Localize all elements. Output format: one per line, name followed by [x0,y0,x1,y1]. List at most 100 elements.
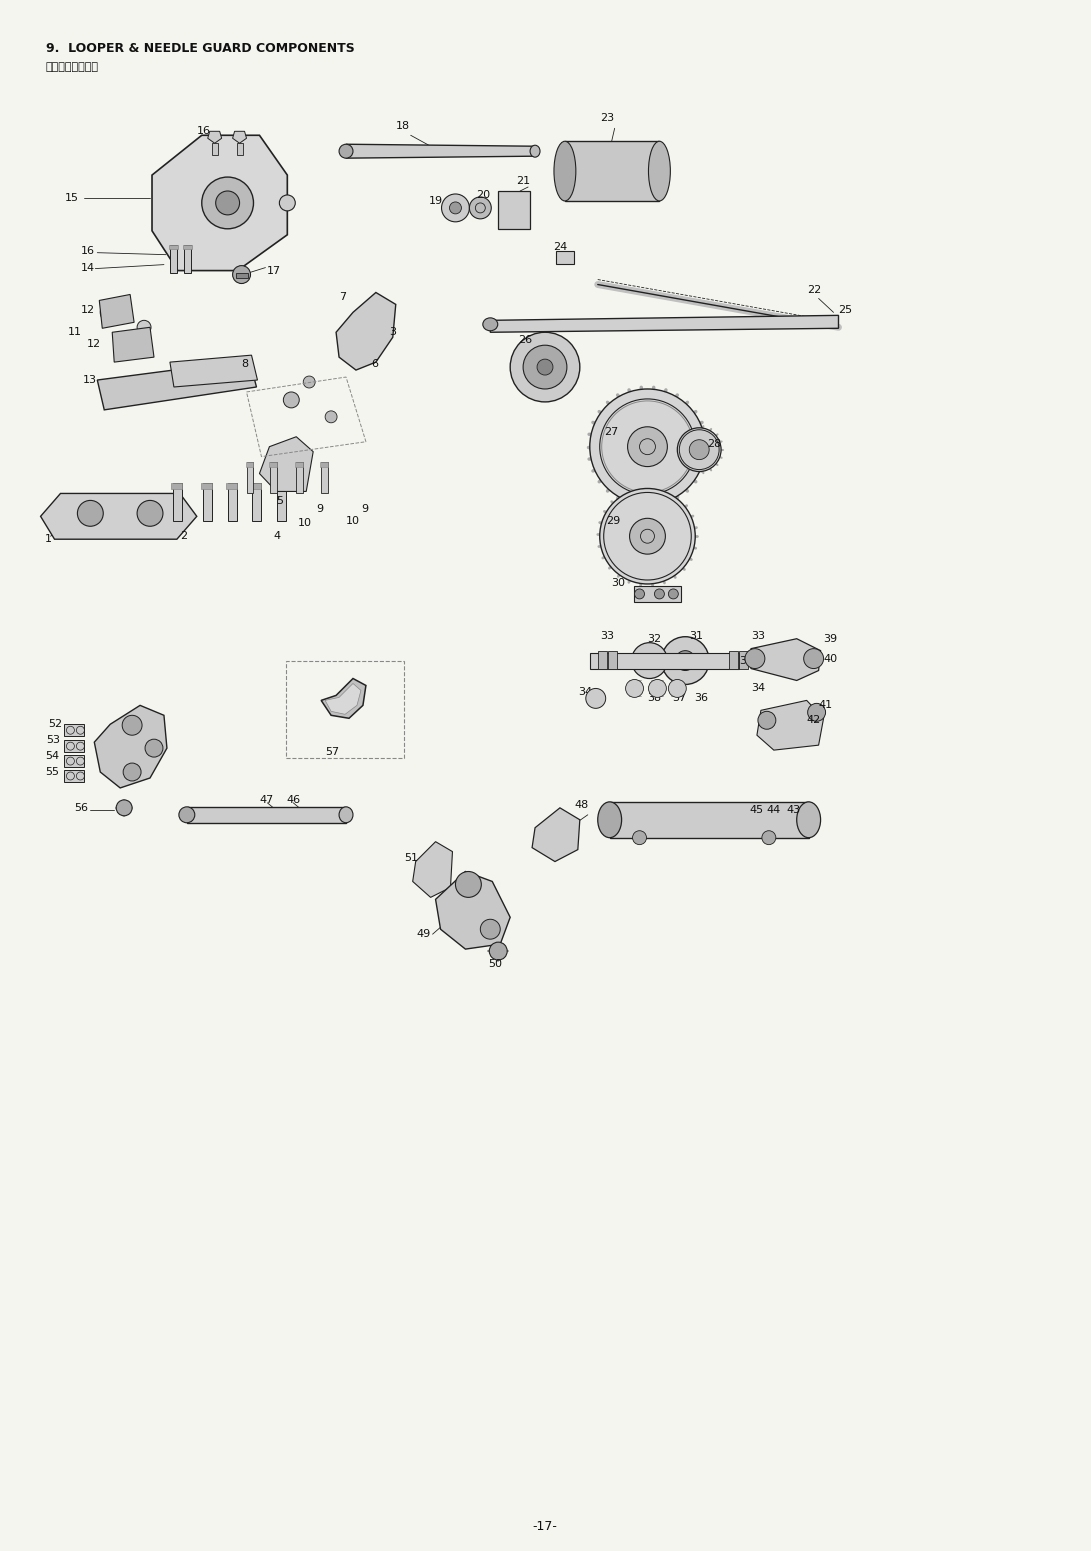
Circle shape [586,689,606,709]
Circle shape [630,518,666,554]
Ellipse shape [339,807,353,822]
Bar [228,484,237,521]
Circle shape [122,715,142,735]
Text: 12: 12 [81,306,95,315]
Text: 9.  LOOPER & NEEDLE GUARD COMPONENTS: 9. LOOPER & NEEDLE GUARD COMPONENTS [46,42,355,54]
Polygon shape [170,355,257,388]
Circle shape [590,389,705,504]
Text: 9: 9 [361,504,368,515]
Bar [64,740,84,752]
Circle shape [669,589,679,599]
Polygon shape [251,484,262,490]
Circle shape [303,375,315,388]
Text: 16: 16 [81,245,95,256]
Ellipse shape [179,807,195,822]
Text: 13: 13 [82,375,96,385]
Circle shape [137,501,163,526]
Text: 3: 3 [388,327,396,337]
Text: 44: 44 [767,805,781,814]
Circle shape [455,872,481,898]
Polygon shape [565,141,659,202]
Polygon shape [207,132,221,143]
Text: 14: 14 [81,262,95,273]
Polygon shape [590,653,739,668]
Bar [64,769,84,782]
Ellipse shape [648,141,670,202]
Text: 11: 11 [68,327,82,337]
Bar [212,143,218,155]
Circle shape [678,428,721,472]
Circle shape [669,679,686,698]
Polygon shape [269,462,277,467]
Text: 55: 55 [46,768,60,777]
Text: 51: 51 [404,853,418,862]
Text: 48: 48 [575,800,589,810]
Circle shape [145,740,163,757]
Circle shape [633,831,647,845]
Text: 28: 28 [707,439,721,448]
Text: 9: 9 [316,504,323,515]
Circle shape [511,332,579,402]
Text: 33: 33 [600,631,614,641]
Text: 19: 19 [429,195,443,206]
Circle shape [600,489,695,585]
Ellipse shape [483,318,497,330]
Bar [172,484,182,521]
Text: 32: 32 [647,634,661,644]
Circle shape [661,637,709,684]
Text: 16: 16 [196,126,211,136]
Circle shape [655,589,664,599]
Text: 1: 1 [45,534,51,544]
Polygon shape [245,462,253,467]
Polygon shape [321,678,365,718]
Bar [236,273,248,278]
Text: 43: 43 [787,805,801,814]
Circle shape [627,427,668,467]
Circle shape [442,194,469,222]
Text: 33: 33 [751,631,765,641]
Text: 54: 54 [46,751,60,762]
Circle shape [232,265,251,284]
Text: 30: 30 [612,579,625,588]
Circle shape [489,941,507,960]
Text: 49: 49 [417,929,431,940]
Text: 15: 15 [64,192,79,203]
Polygon shape [97,360,256,409]
Circle shape [480,920,501,940]
Polygon shape [751,639,820,681]
Circle shape [625,679,644,698]
Polygon shape [346,144,535,158]
Text: 42: 42 [806,715,820,726]
Text: -17-: -17- [532,1520,558,1532]
Circle shape [804,648,824,668]
Bar [499,191,530,230]
Text: 20: 20 [477,189,491,200]
Text: 57: 57 [325,748,339,757]
Text: 34: 34 [751,684,765,693]
Text: ルーパ・针受関係: ルーパ・针受関係 [46,62,98,71]
Text: 27: 27 [603,427,618,437]
Polygon shape [260,437,313,492]
Polygon shape [232,132,247,143]
Polygon shape [336,293,396,371]
Text: 50: 50 [489,959,502,969]
Text: 2: 2 [180,532,187,541]
Text: 18: 18 [396,121,410,132]
Polygon shape [320,462,328,467]
Ellipse shape [598,802,622,838]
Polygon shape [201,484,212,490]
Polygon shape [94,706,167,788]
Circle shape [202,177,253,230]
Polygon shape [226,484,237,490]
Circle shape [100,302,120,323]
Polygon shape [112,327,154,361]
Circle shape [762,831,776,845]
Circle shape [632,642,668,678]
Polygon shape [187,807,346,822]
Circle shape [325,411,337,423]
Text: 7: 7 [339,293,346,302]
Polygon shape [152,135,287,270]
Bar [203,484,212,521]
Text: 25: 25 [839,306,853,315]
Text: 26: 26 [518,335,532,346]
